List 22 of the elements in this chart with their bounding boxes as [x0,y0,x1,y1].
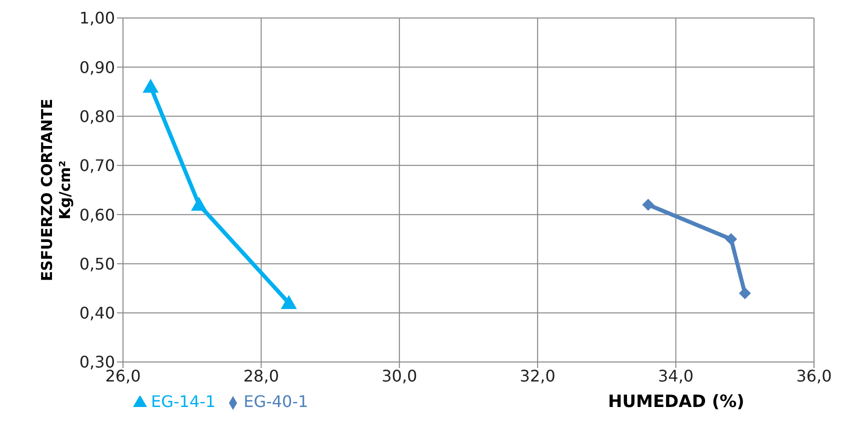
y-tick-label: 1,00 [79,8,115,28]
point [738,287,751,300]
y-tick-label: 0,70 [79,156,115,176]
point [642,198,654,211]
x-tick-label: 32,0 [520,366,556,386]
point [725,233,738,246]
x-axis-title: HUMEDAD (%) [608,392,744,412]
point [191,196,208,211]
y-tick-label: 0,60 [79,205,115,224]
y-tick-label: 0,40 [79,304,115,323]
point [280,295,297,310]
point [142,78,159,93]
legend-label: EG-40-1 [244,392,308,411]
x-tick-label: 34,0 [658,366,694,386]
x-tick-label: 28,0 [243,366,280,386]
legend-label: EG-14-1 [151,392,216,411]
y-tick-label: 0,90 [79,58,115,77]
x-tick-label: 36,0 [796,366,832,386]
y-tick-label: 0,50 [79,254,115,274]
x-tick-label: 30,0 [382,366,418,386]
y-axis-title: ESFUERZO CORTANTE Kg/cm² [38,98,74,282]
y-tick-label: 0,80 [79,106,115,126]
